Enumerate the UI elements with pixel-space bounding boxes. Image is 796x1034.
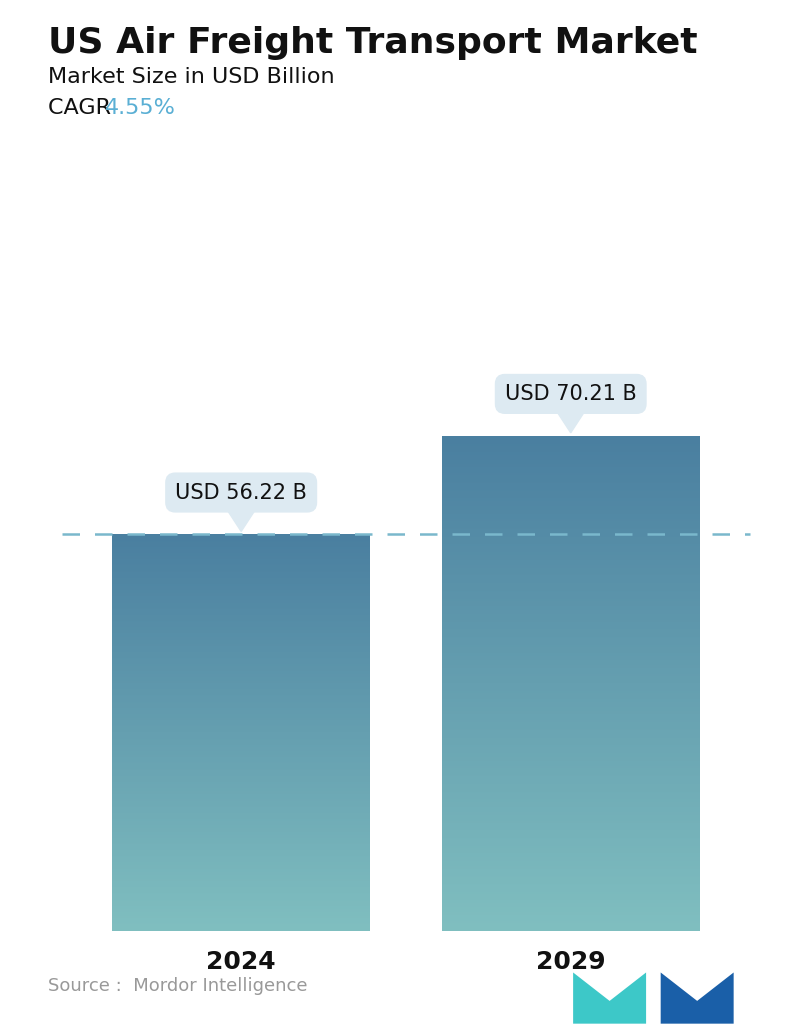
Text: USD 70.21 B: USD 70.21 B (505, 384, 637, 404)
Polygon shape (573, 972, 646, 1024)
Text: 4.55%: 4.55% (105, 98, 176, 118)
Polygon shape (552, 405, 588, 433)
Text: USD 56.22 B: USD 56.22 B (175, 483, 307, 503)
Text: Source :  Mordor Intelligence: Source : Mordor Intelligence (48, 977, 307, 995)
Polygon shape (223, 504, 259, 531)
Text: CAGR: CAGR (48, 98, 118, 118)
Polygon shape (661, 972, 734, 1024)
Text: US Air Freight Transport Market: US Air Freight Transport Market (48, 26, 697, 60)
Text: Market Size in USD Billion: Market Size in USD Billion (48, 67, 334, 87)
